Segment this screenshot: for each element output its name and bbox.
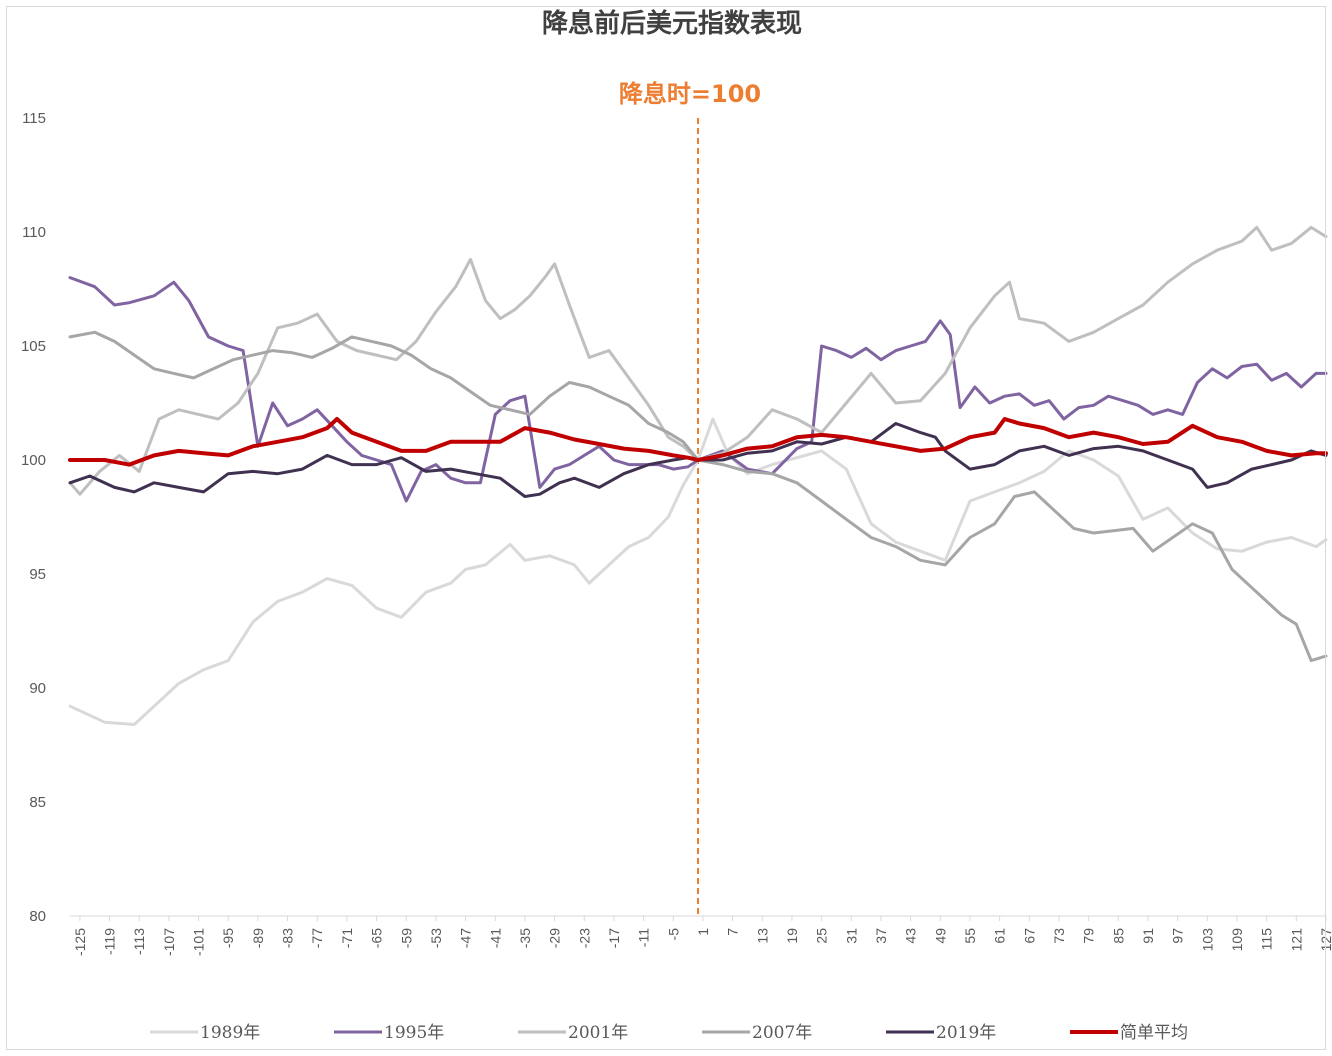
x-tick-label: -89 xyxy=(250,928,266,948)
x-tick-label: -113 xyxy=(131,928,147,955)
x-tick-label: 43 xyxy=(903,928,919,944)
x-tick-label: -11 xyxy=(636,928,652,947)
series-line-3 xyxy=(68,330,1328,663)
series-line-5 xyxy=(68,417,1328,467)
x-tick-label: 49 xyxy=(932,928,948,944)
legend-item[interactable]: 1989年 xyxy=(150,1023,260,1043)
y-tick-label: 90 xyxy=(29,680,46,697)
y-tick-label: 80 xyxy=(29,908,46,925)
y-tick-label: 110 xyxy=(22,224,46,241)
x-tick-label: -95 xyxy=(220,928,236,948)
series-lines xyxy=(68,225,1328,726)
x-tick-label: -5 xyxy=(665,928,681,941)
x-tick-label: -47 xyxy=(458,928,474,948)
x-tick-label: 37 xyxy=(873,928,889,944)
x-tick-label: 31 xyxy=(843,928,859,944)
rate-cut-annotation: 降息时=100 xyxy=(619,80,761,108)
legend-label: 2019年 xyxy=(936,1023,996,1043)
x-tick-label: 115 xyxy=(1259,928,1275,951)
legend-item[interactable]: 2007年 xyxy=(702,1023,812,1043)
x-tick-label: 103 xyxy=(1199,928,1215,952)
series-line-0 xyxy=(68,417,1328,726)
x-tick-label: 61 xyxy=(992,928,1008,944)
chart-title: 降息前后美元指数表现 xyxy=(542,8,802,39)
legend-label: 简单平均 xyxy=(1120,1023,1188,1043)
x-tick-label: 13 xyxy=(754,928,770,944)
x-tick-label: 19 xyxy=(784,928,800,944)
x-tick-label: 97 xyxy=(1170,928,1186,944)
x-tick-label: -101 xyxy=(191,928,207,956)
x-tick-label: -71 xyxy=(339,928,355,948)
y-tick-label: 85 xyxy=(29,794,46,811)
x-tick-label: 73 xyxy=(1051,928,1067,944)
y-tick-label: 95 xyxy=(29,566,46,583)
x-tick-label: -107 xyxy=(161,928,177,956)
x-tick-label: -41 xyxy=(487,928,503,948)
x-tick-label: -83 xyxy=(280,928,296,948)
x-tick-label: -53 xyxy=(428,928,444,948)
x-tick-label: 7 xyxy=(725,928,741,936)
y-tick-label: 115 xyxy=(22,110,46,127)
y-axis-ticks: 80 85 90 95 100 105 110 115 xyxy=(21,110,46,925)
chart-legend[interactable]: 1989年 1995年 2001年 2007年 2019年 简单平均 xyxy=(150,1023,1188,1043)
legend-label: 2001年 xyxy=(568,1023,628,1043)
x-tick-label: 25 xyxy=(814,928,830,944)
legend-label: 1989年 xyxy=(200,1023,260,1043)
x-tick-label: -65 xyxy=(369,928,385,948)
legend-label: 2007年 xyxy=(752,1023,812,1043)
x-tick-label: 1 xyxy=(695,928,711,936)
x-tick-label: -23 xyxy=(576,928,592,948)
x-tick-label: 127 xyxy=(1318,928,1332,952)
x-tick-label: -29 xyxy=(547,928,563,948)
legend-label: 1995年 xyxy=(384,1023,444,1043)
x-tick-label: -35 xyxy=(517,928,533,948)
x-tick-label: 85 xyxy=(1110,928,1126,944)
x-tick-label: 121 xyxy=(1288,928,1304,952)
x-tick-label: 67 xyxy=(1021,928,1037,944)
x-tick-label: 109 xyxy=(1229,928,1245,952)
y-tick-label: 105 xyxy=(21,338,46,355)
x-axis-ticks: -125 -119 -113 -107 -101 -95 -89 -83 -77 -71 -65 -5… xyxy=(72,916,1332,956)
x-tick-label: -77 xyxy=(309,928,325,948)
legend-item[interactable]: 2019年 xyxy=(886,1023,996,1043)
legend-item[interactable]: 2001年 xyxy=(518,1023,628,1043)
x-tick-label: 91 xyxy=(1140,928,1156,944)
x-tick-label: 79 xyxy=(1081,928,1097,944)
legend-item[interactable]: 简单平均 xyxy=(1070,1023,1188,1043)
x-tick-label: -125 xyxy=(72,928,88,956)
x-tick-label: -17 xyxy=(606,928,622,948)
x-tick-label: 55 xyxy=(962,928,978,944)
y-tick-label: 100 xyxy=(21,452,46,469)
x-tick-label: -119 xyxy=(102,928,118,955)
x-tick-label: -59 xyxy=(398,928,414,948)
legend-item[interactable]: 1995年 xyxy=(334,1023,444,1043)
